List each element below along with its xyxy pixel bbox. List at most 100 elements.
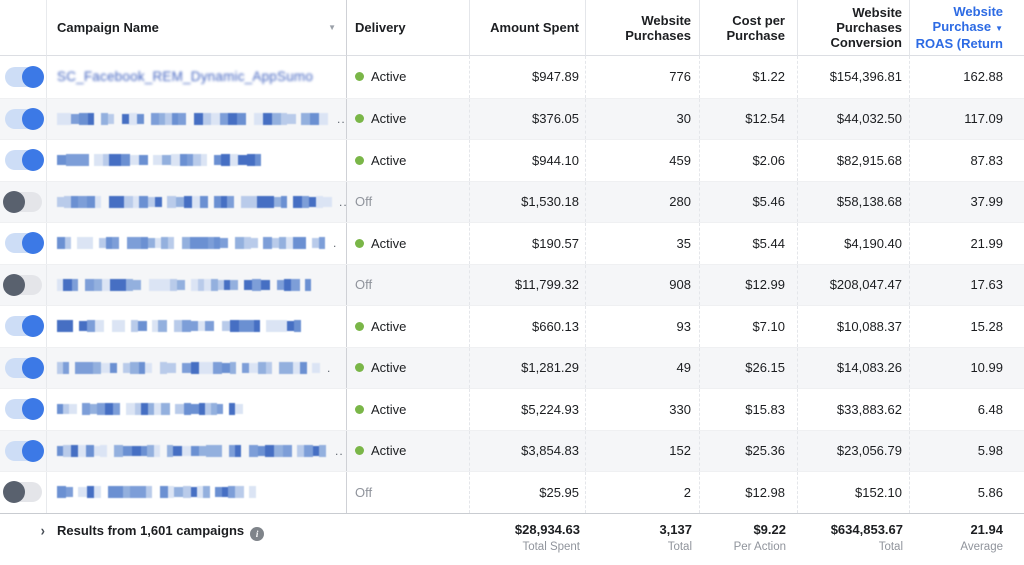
delivery-status-text: Active: [371, 111, 407, 127]
campaign-name-cell[interactable]: [47, 389, 347, 430]
purchase-roas-value: 21.99: [970, 235, 1003, 251]
roas-header-line2: Purchase: [932, 19, 992, 34]
purchase-roas-value: 37.99: [970, 194, 1003, 210]
footer-delivery-cell: [347, 514, 470, 565]
footer-purchases-total: 3,137 Total: [586, 514, 700, 565]
amount-spent-value: $376.05: [470, 98, 586, 139]
purchases-total-value: 3,137: [659, 521, 692, 537]
delivery-cell: Off: [347, 181, 470, 222]
cost-per-purchase-value: $15.83: [700, 389, 798, 430]
purchase-roas-value: 10.99: [970, 360, 1003, 376]
campaign-toggle[interactable]: [4, 439, 44, 462]
sort-caret-icon-active[interactable]: ▼: [995, 24, 1003, 33]
delivery-header-label: Delivery: [355, 20, 406, 35]
campaign-toggle[interactable]: [4, 107, 44, 130]
redacted-campaign-name[interactable]: [57, 112, 335, 125]
info-icon[interactable]: i: [250, 526, 265, 541]
delivery-status-text: Off: [355, 484, 373, 500]
delivery-status-text: Active: [371, 360, 407, 376]
delivery-cell: Active: [347, 306, 470, 347]
cost-per-action-value: $9.22: [753, 521, 786, 537]
website-purchases-value: 776: [586, 56, 700, 98]
campaign-toggle[interactable]: [2, 273, 42, 296]
table-row: Off $11,799.32 908 $12.99 $208,047.47 17…: [0, 263, 1024, 305]
column-header-delivery[interactable]: Delivery: [347, 0, 470, 56]
redacted-campaign-name[interactable]: [57, 237, 331, 250]
redacted-campaign-name[interactable]: [57, 444, 333, 457]
expand-results-cell: ›: [0, 514, 47, 565]
campaign-name-cell[interactable]: SC_Facebook_REM_Dynamic_AppSumo: [47, 56, 347, 98]
table-row: .. Active $3,854.83 152 $25.36 $23,056.7…: [0, 429, 1024, 471]
toggle-cell: [0, 223, 47, 264]
amount-spent-value: $190.57: [470, 223, 586, 264]
expand-chevron-icon[interactable]: ›: [40, 521, 45, 539]
toggle-knob: [21, 356, 44, 379]
amount-spent-value: $11,799.32: [470, 264, 586, 305]
campaign-name-cell[interactable]: ..: [47, 98, 347, 139]
toggle-cell: [0, 347, 47, 388]
campaign-name-cell[interactable]: .: [47, 347, 347, 388]
toggle-knob: [21, 232, 44, 255]
redacted-campaign-name[interactable]: [57, 403, 251, 416]
delivery-status-text: Off: [355, 194, 373, 210]
redacted-campaign-name[interactable]: [57, 278, 318, 291]
campaign-toggle[interactable]: [4, 356, 44, 379]
amount-spent-value: $660.13: [470, 306, 586, 347]
redacted-campaign-name[interactable]: [57, 320, 309, 333]
table-header-row: Campaign Name ▼ Delivery Amount Spent We…: [0, 0, 1024, 56]
purchases-conversion-value: $33,883.62: [798, 389, 910, 430]
column-header-cost-per-purchase[interactable]: Cost per Purchase: [700, 0, 798, 56]
active-status-dot-icon: [355, 72, 364, 82]
conversion-total-label: Total: [878, 540, 903, 553]
campaign-name-link[interactable]: SC_Facebook_REM_Dynamic_AppSumo: [57, 69, 314, 85]
redacted-campaign-name[interactable]: [57, 361, 325, 374]
roas-header-line3: ROAS (Return: [915, 36, 1003, 51]
campaign-toggle[interactable]: [4, 398, 44, 421]
campaign-name-cell[interactable]: [47, 264, 347, 305]
purchases-total-label: Total: [667, 540, 692, 553]
redacted-campaign-name[interactable]: [57, 154, 267, 167]
toggle-knob: [21, 107, 44, 130]
website-purchases-value: 152: [586, 430, 700, 471]
purchases-conversion-value: $154,396.81: [798, 56, 910, 98]
redacted-campaign-name[interactable]: [57, 486, 263, 499]
table-row: .. Off $1,530.18 280 $5.46 $58,138.68 37…: [0, 180, 1024, 222]
footer-cost-total: $9.22 Per Action: [700, 514, 798, 565]
campaign-toggle[interactable]: [4, 315, 44, 338]
column-header-amount-spent[interactable]: Amount Spent: [470, 0, 586, 56]
campaign-toggle[interactable]: [4, 65, 44, 88]
redacted-campaign-name[interactable]: [57, 195, 337, 208]
campaign-toggle[interactable]: [4, 232, 44, 255]
website-purchases-value: 35: [586, 223, 700, 264]
toggle-cell: [0, 264, 47, 305]
active-status-dot-icon: [355, 238, 364, 248]
campaign-toggle[interactable]: [4, 149, 44, 172]
campaign-toggle[interactable]: [2, 190, 42, 213]
active-status-dot-icon: [355, 404, 364, 414]
campaign-name-cell[interactable]: [47, 472, 347, 513]
column-header-purchase-roas[interactable]: Website Purchase ▼ ROAS (Return: [910, 0, 1024, 56]
table-row: Active $5,224.93 330 $15.83 $33,883.62 6…: [0, 388, 1024, 430]
results-summary-cell: Results from 1,601 campaigns i: [47, 514, 347, 565]
purchases-conversion-value: $58,138.68: [798, 181, 910, 222]
campaign-name-cell[interactable]: [47, 140, 347, 181]
column-header-website-purchases[interactable]: Website Purchases: [586, 0, 700, 56]
campaign-name-cell[interactable]: ..: [47, 430, 347, 471]
column-header-purchases-conversion[interactable]: Website Purchases Conversion: [798, 0, 910, 56]
column-header-campaign-name[interactable]: Campaign Name ▼: [47, 0, 347, 56]
website-purchases-value: 30: [586, 98, 700, 139]
campaign-name-cell[interactable]: [47, 306, 347, 347]
amount-spent-value: $1,281.29: [470, 347, 586, 388]
cost-per-purchase-value: $26.15: [700, 347, 798, 388]
delivery-cell: Active: [347, 389, 470, 430]
cost-per-purchase-value: $5.44: [700, 223, 798, 264]
campaign-toggle[interactable]: [2, 481, 42, 504]
sort-caret-icon[interactable]: ▼: [328, 23, 336, 32]
toggle-column-header: [0, 0, 47, 56]
purchases-conversion-value: $152.10: [798, 472, 910, 513]
roas-average-label: Average: [960, 540, 1003, 553]
campaign-name-cell[interactable]: .: [47, 223, 347, 264]
active-status-dot-icon: [355, 363, 364, 373]
campaign-name-cell[interactable]: ..: [47, 181, 347, 222]
